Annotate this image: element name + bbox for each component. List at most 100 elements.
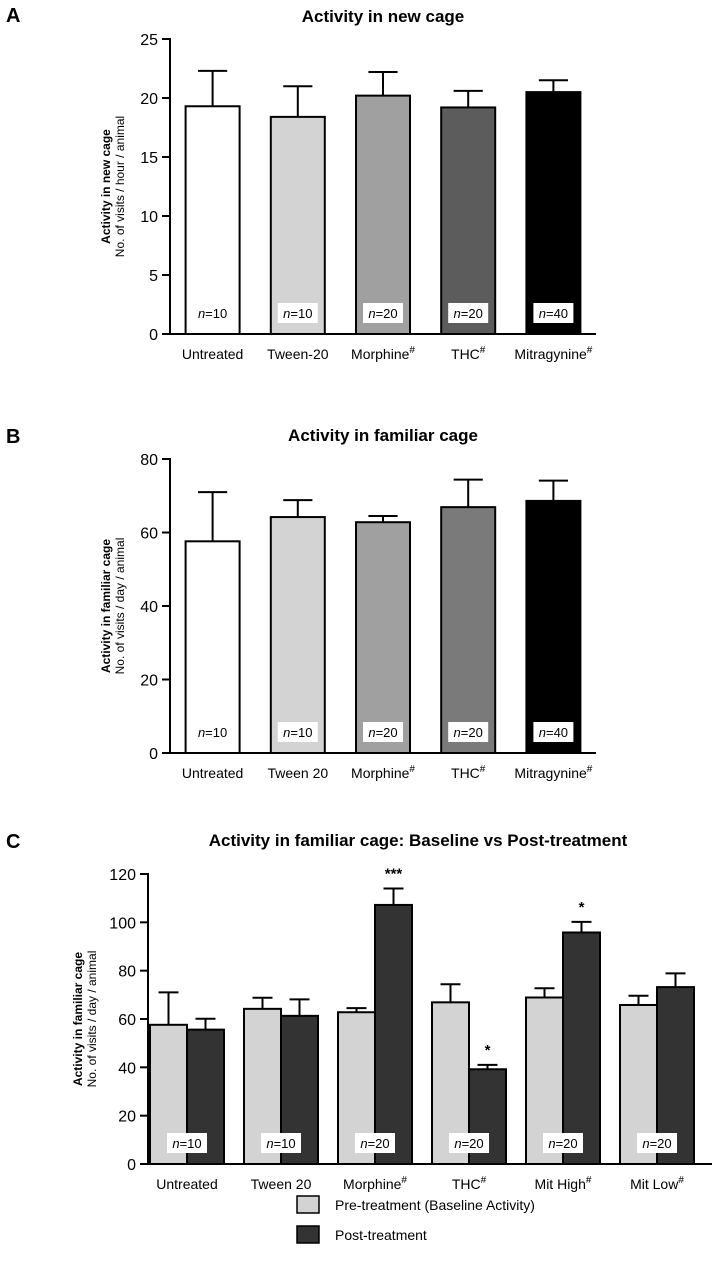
n-label-box bbox=[533, 303, 574, 323]
n-label-prefix: n bbox=[266, 1136, 273, 1151]
n-label-box bbox=[449, 1133, 489, 1153]
legend-swatch bbox=[296, 1195, 320, 1214]
chart-title: Activity in familiar cage: Baseline vs P… bbox=[209, 831, 628, 850]
chart-panel-b: Activity in familiar cage B 0 20 40 60 80 Activ… bbox=[6, 426, 596, 781]
bar bbox=[184, 105, 241, 336]
x-tick-label-sup: # bbox=[587, 764, 593, 775]
n-label-prefix: n bbox=[454, 1136, 461, 1151]
y-tick-label: 60 bbox=[118, 1012, 136, 1029]
x-tick-label: Morphine# bbox=[351, 345, 415, 362]
y-axis-label-bold: Activity in new cage bbox=[99, 129, 113, 244]
n-label-prefix: n bbox=[283, 725, 290, 740]
bar bbox=[355, 521, 411, 755]
n-label-box bbox=[448, 722, 489, 742]
n-label: n=40 bbox=[539, 306, 568, 321]
n-label-value: =10 bbox=[274, 1136, 296, 1151]
n-label: n=20 bbox=[454, 725, 483, 740]
n-label-value: =10 bbox=[290, 725, 312, 740]
n-label-value: =20 bbox=[461, 306, 483, 321]
y-tick-label: 20 bbox=[118, 1109, 136, 1126]
bar bbox=[440, 106, 497, 335]
x-tick-label: Untreated bbox=[182, 765, 243, 781]
x-tick-label-text: Mit Low bbox=[630, 1176, 679, 1192]
n-label-value: =10 bbox=[205, 725, 227, 740]
x-tick-label: Tween 20 bbox=[267, 765, 328, 781]
n-label: n=10 bbox=[172, 1136, 201, 1151]
n-label-value: =10 bbox=[205, 306, 227, 321]
n-label: n=10 bbox=[283, 306, 312, 321]
y-tick-label: 5 bbox=[149, 268, 158, 285]
bar bbox=[355, 94, 411, 335]
n-label-box bbox=[167, 1133, 207, 1153]
y-tick-label: 0 bbox=[127, 1157, 136, 1174]
x-tick-label-text: Tween 20 bbox=[267, 765, 328, 781]
chart-panel-c: Activity in familiar cage: Baseline vs P… bbox=[6, 831, 712, 1244]
n-label-prefix: n bbox=[360, 1136, 367, 1151]
n-label-value: =40 bbox=[546, 725, 568, 740]
bar bbox=[269, 516, 326, 754]
y-axis-label-bold: Activity in familiar cage bbox=[71, 952, 85, 1086]
x-tick-label-text: Mitragynine bbox=[514, 346, 587, 362]
n-label-prefix: n bbox=[283, 306, 290, 321]
y-tick-label: 40 bbox=[140, 599, 158, 616]
n-label-prefix: n bbox=[642, 1136, 649, 1151]
n-label: n=20 bbox=[548, 1136, 577, 1151]
y-tick-label: 15 bbox=[140, 150, 158, 167]
x-tick-label-text: THC bbox=[452, 1176, 481, 1192]
legend-label: Post-treatment bbox=[335, 1227, 427, 1243]
x-tick-label-sup: # bbox=[480, 345, 486, 356]
y-tick-label: 20 bbox=[140, 673, 158, 690]
n-label: n=20 bbox=[360, 1136, 389, 1151]
legend-label: Pre-treatment (Baseline Activity) bbox=[335, 1197, 535, 1213]
x-tick-label: THC# bbox=[451, 345, 486, 362]
n-label-prefix: n bbox=[198, 725, 205, 740]
bar bbox=[184, 540, 241, 754]
n-label-prefix: n bbox=[198, 306, 205, 321]
bar-post bbox=[562, 931, 601, 1165]
x-tick-label: Untreated bbox=[182, 346, 243, 362]
x-tick-label-text: Mit High bbox=[535, 1176, 586, 1192]
n-label: n=10 bbox=[266, 1136, 295, 1151]
n-label: n=20 bbox=[368, 306, 397, 321]
y-tick-label: 20 bbox=[140, 91, 158, 108]
bar-post bbox=[374, 903, 413, 1166]
y-tick-label: 0 bbox=[149, 327, 158, 344]
n-label-value: =20 bbox=[462, 1136, 484, 1151]
x-tick-label: Mit Low# bbox=[630, 1175, 684, 1192]
n-label-value: =20 bbox=[650, 1136, 672, 1151]
y-tick-label: 40 bbox=[118, 1060, 136, 1077]
x-tick-label: THC# bbox=[451, 764, 486, 781]
n-label-prefix: n bbox=[172, 1136, 179, 1151]
n-label-value: =10 bbox=[290, 306, 312, 321]
x-tick-label-sup: # bbox=[587, 345, 593, 356]
bar bbox=[440, 506, 497, 754]
chart-panel-a: Activity in new cage A 0 5 10 15 20 25 Activity … bbox=[6, 5, 596, 362]
x-tick-label-text: Morphine bbox=[351, 765, 410, 781]
panel-label: A bbox=[6, 5, 20, 27]
x-tick-label: Morphine# bbox=[351, 764, 415, 781]
y-axis-label: No. of visits / day / animal bbox=[85, 951, 99, 1088]
x-tick-label-text: THC bbox=[451, 346, 480, 362]
n-label-prefix: n bbox=[454, 306, 461, 321]
y-tick-label: 80 bbox=[140, 452, 158, 469]
x-tick-label: Morphine# bbox=[343, 1175, 407, 1192]
n-label-box bbox=[363, 303, 403, 323]
n-label-prefix: n bbox=[368, 306, 375, 321]
chart-title: Activity in familiar cage bbox=[288, 426, 478, 445]
n-label-prefix: n bbox=[454, 725, 461, 740]
y-tick-label: 60 bbox=[140, 526, 158, 543]
y-tick-label: 10 bbox=[140, 209, 158, 226]
y-tick-label: 100 bbox=[109, 915, 136, 932]
n-label-prefix: n bbox=[539, 306, 546, 321]
x-tick-label-sup: # bbox=[409, 345, 415, 356]
y-axis-label-bold: Activity in familiar cage bbox=[99, 539, 113, 673]
significance-marker: * bbox=[485, 1042, 491, 1059]
x-tick-label-text: Untreated bbox=[156, 1176, 217, 1192]
n-label: n=10 bbox=[198, 306, 227, 321]
x-tick-label: Tween 20 bbox=[251, 1176, 312, 1192]
n-label-value: =20 bbox=[368, 1136, 390, 1151]
n-label-box bbox=[192, 303, 233, 323]
n-label-box bbox=[448, 303, 489, 323]
n-label-value: =20 bbox=[461, 725, 483, 740]
y-tick-label: 0 bbox=[149, 746, 158, 763]
